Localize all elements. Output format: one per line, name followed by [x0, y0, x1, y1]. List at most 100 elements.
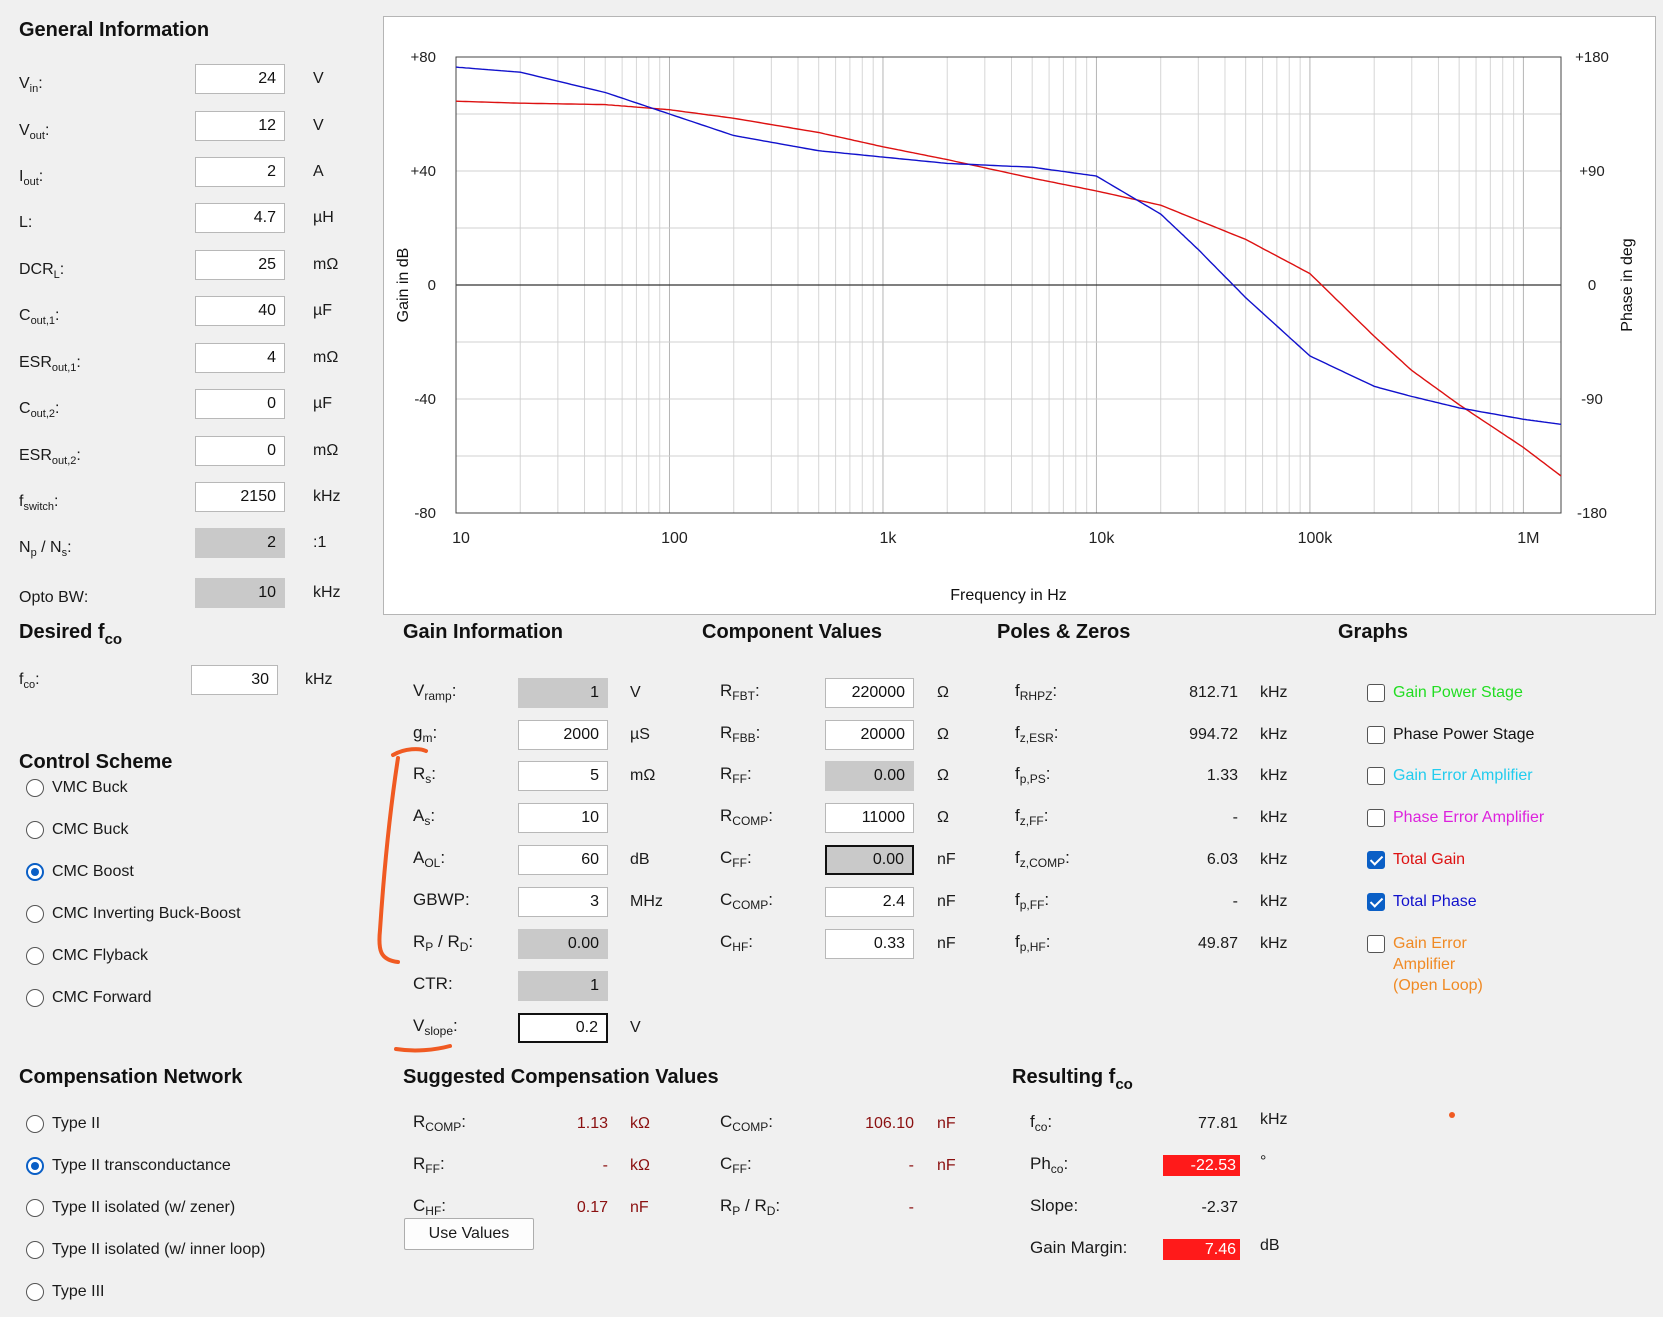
general-input-0[interactable] [195, 64, 285, 94]
compensation-network-option-1[interactable]: Type II transconductance [52, 1157, 231, 1174]
gain-input-3[interactable] [518, 803, 608, 833]
graph-checkbox-2[interactable] [1367, 767, 1385, 785]
graph-label-4[interactable]: Total Gain [1393, 851, 1466, 868]
gain-input-2[interactable] [518, 761, 608, 791]
desired-fco-title: Desired fco [19, 621, 123, 648]
suggested-left-value-1: - [602, 1157, 608, 1174]
general-input-6[interactable] [195, 343, 285, 373]
pole-zero-value-6: 49.87 [1197, 935, 1238, 952]
general-input-4[interactable] [195, 250, 285, 280]
general-input-3[interactable] [195, 203, 285, 233]
gain-input-5[interactable] [518, 887, 608, 917]
y-tick-label-2: 0 [428, 277, 436, 294]
compensation-network-option-0[interactable]: Type II [52, 1115, 101, 1132]
component-input-1[interactable] [825, 720, 914, 750]
compensation-network-radio-4[interactable] [26, 1283, 44, 1301]
graph-checkbox-5[interactable] [1367, 893, 1385, 911]
graph-label-2[interactable]: Gain Error Amplifier [1393, 767, 1533, 784]
component-unit-0: Ω [937, 684, 949, 701]
general-input-7[interactable] [195, 389, 285, 419]
control-scheme-radio-0[interactable] [26, 779, 44, 797]
gain-input-8[interactable] [518, 1013, 608, 1043]
control-scheme-radio-3[interactable] [26, 905, 44, 923]
pole-zero-unit-4: kHz [1260, 851, 1288, 868]
general-input-5[interactable] [195, 296, 285, 326]
control-scheme-option-3[interactable]: CMC Inverting Buck-Boost [52, 905, 241, 922]
pole-zero-label-4: fz,COMP: [1015, 848, 1070, 870]
compensation-network-radio-0[interactable] [26, 1115, 44, 1133]
graph-checkbox-6[interactable] [1367, 935, 1385, 953]
compensation-network-option-4[interactable]: Type III [52, 1283, 105, 1300]
gain-input-1[interactable] [518, 720, 608, 750]
control-scheme-option-1[interactable]: CMC Buck [52, 821, 129, 838]
graph-label-1[interactable]: Phase Power Stage [1393, 726, 1535, 743]
y2-tick-label-1: +90 [1579, 163, 1604, 180]
general-input-2[interactable] [195, 157, 285, 187]
y2-tick-label-2: 0 [1588, 277, 1596, 294]
general-label-7: Cout,2: [19, 400, 60, 420]
control-scheme-option-5[interactable]: CMC Forward [52, 989, 152, 1006]
suggested-right-unit-1: nF [937, 1157, 956, 1174]
use-values-button[interactable]: Use Values [404, 1218, 534, 1250]
compensation-network-option-3[interactable]: Type II isolated (w/ inner loop) [52, 1241, 266, 1258]
y-tick-label-0: +80 [411, 49, 436, 66]
component-input-4[interactable] [825, 845, 914, 875]
graph-checkbox-0[interactable] [1367, 684, 1385, 702]
suggested-right-label-2: RP / RD: [720, 1196, 781, 1218]
general-label-10: Np / Ns: [19, 539, 72, 559]
x-tick-label-3: 10k [1089, 530, 1116, 547]
graph-label-3[interactable]: Phase Error Amplifier [1393, 809, 1545, 826]
gain-label-1: gm: [413, 723, 438, 745]
suggested-right-label-1: CFF: [720, 1154, 752, 1176]
general-label-8: ESRout,2: [19, 447, 81, 467]
resulting-value-1: -22.53 [1163, 1155, 1240, 1176]
control-scheme-radio-2[interactable] [26, 863, 44, 881]
component-label-0: RFBT: [720, 681, 760, 703]
gain-input-6[interactable] [518, 929, 608, 959]
component-label-4: CFF: [720, 848, 752, 870]
graph-checkbox-3[interactable] [1367, 809, 1385, 827]
general-input-11[interactable] [195, 578, 285, 608]
component-input-2[interactable] [825, 761, 914, 791]
gain-input-4[interactable] [518, 845, 608, 875]
component-input-0[interactable] [825, 678, 914, 708]
graph-label-6-line-1[interactable]: Amplifier [1393, 956, 1456, 973]
compensation-network-radio-3[interactable] [26, 1241, 44, 1259]
general-input-8[interactable] [195, 436, 285, 466]
component-unit-5: nF [937, 893, 956, 910]
desired-fco-input[interactable] [191, 665, 278, 695]
general-input-9[interactable] [195, 482, 285, 512]
graph-label-0[interactable]: Gain Power Stage [1393, 684, 1523, 701]
graph-label-5[interactable]: Total Phase [1393, 893, 1477, 910]
component-input-3[interactable] [825, 803, 914, 833]
compensation-network-radio-2[interactable] [26, 1199, 44, 1217]
gain-input-0[interactable] [518, 678, 608, 708]
compensation-network-title: Compensation Network [19, 1066, 243, 1088]
control-scheme-radio-5[interactable] [26, 989, 44, 1007]
component-input-5[interactable] [825, 887, 914, 917]
control-scheme-option-4[interactable]: CMC Flyback [52, 947, 149, 964]
graph-label-6-line-0[interactable]: Gain Error [1393, 935, 1467, 952]
graph-label-6-line-2[interactable]: (Open Loop) [1393, 977, 1483, 994]
resulting-unit-1: ° [1260, 1153, 1267, 1170]
y-tick-label-1: +40 [411, 163, 436, 180]
resulting-fco-title: Resulting fco [1012, 1066, 1133, 1093]
compensation-network-option-2[interactable]: Type II isolated (w/ zener) [52, 1199, 236, 1216]
x-axis-label: Frequency in Hz [950, 587, 1067, 604]
pole-zero-label-6: fp,HF: [1015, 932, 1051, 954]
control-scheme-option-0[interactable]: VMC Buck [52, 779, 128, 796]
compensation-network-radio-1[interactable] [26, 1157, 44, 1175]
general-input-1[interactable] [195, 111, 285, 141]
general-unit-2: A [313, 163, 324, 180]
control-scheme-option-2[interactable]: CMC Boost [52, 863, 134, 880]
pole-zero-label-2: fp,PS: [1015, 764, 1051, 786]
control-scheme-radio-4[interactable] [26, 947, 44, 965]
graph-checkbox-1[interactable] [1367, 726, 1385, 744]
control-scheme-radio-1[interactable] [26, 821, 44, 839]
gain-input-7[interactable] [518, 971, 608, 1001]
general-input-10[interactable] [195, 528, 285, 558]
resulting-label-0: fco: [1030, 1112, 1053, 1134]
component-input-6[interactable] [825, 929, 914, 959]
graph-checkbox-4[interactable] [1367, 851, 1385, 869]
suggested-right-value-2: - [908, 1199, 914, 1216]
